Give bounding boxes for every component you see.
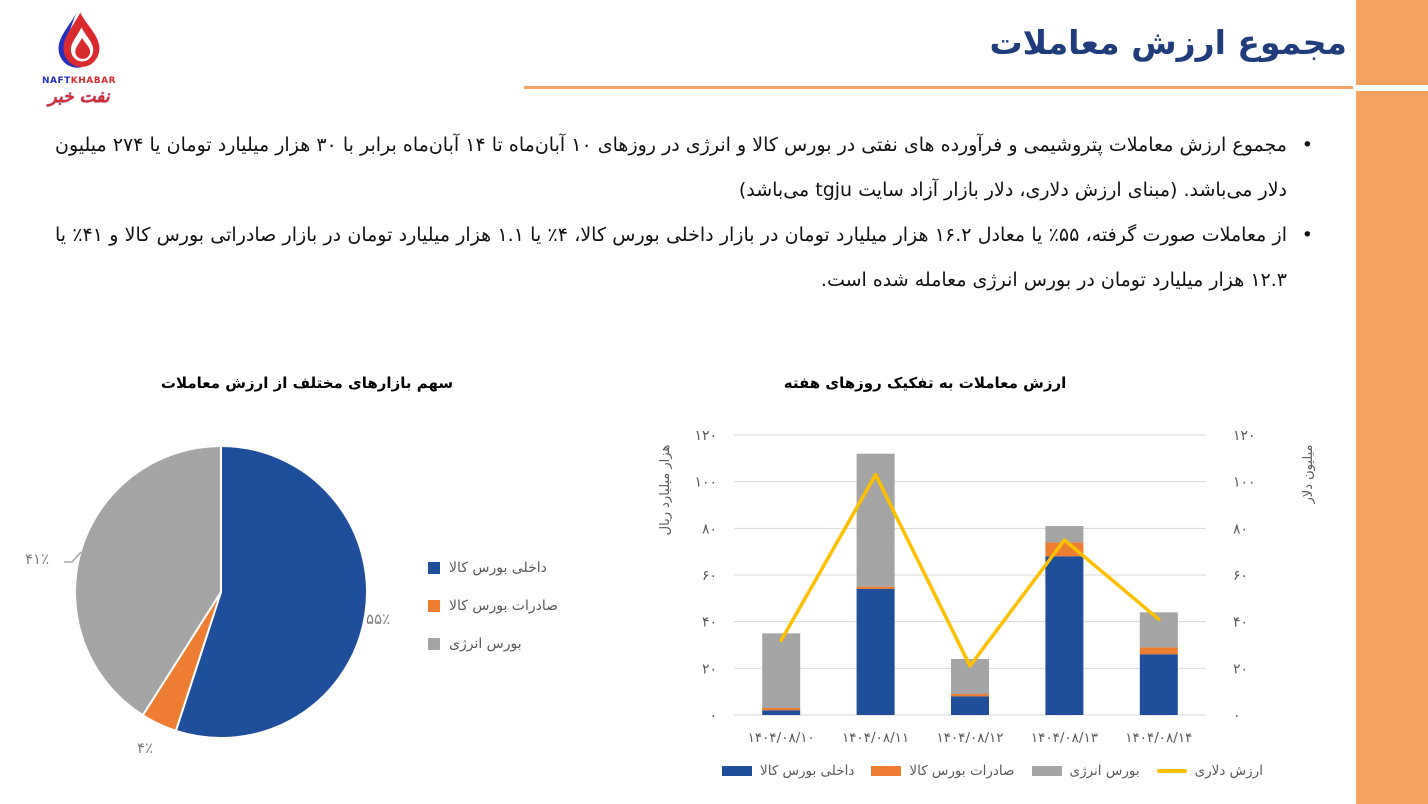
bar-segment-export-commodity-exchange: [1139, 647, 1178, 655]
y-tick-right: ۱۲۰: [1233, 428, 1256, 444]
y-tick-left: ۴۰: [702, 615, 717, 631]
pie-legend-item-energy-exchange: بورس انرژی: [428, 625, 558, 663]
legend-swatch-icon: [428, 562, 440, 574]
pie-legend-item-domestic-commodity-exchange: داخلی بورس کالا: [428, 549, 558, 587]
flame-icon: [58, 12, 100, 68]
x-axis-label: ۱۴۰۴/۰۸/۱۰: [748, 730, 815, 746]
legend-label: بورس انرژی: [449, 636, 522, 652]
y-tick-left: ۶۰: [702, 568, 717, 584]
x-axis-label: ۱۴۰۴/۰۸/۱۱: [842, 730, 909, 746]
naftkhabar-logo: NAFTKHABAR نفت خبر: [24, 10, 134, 108]
pie-label-export: ۴٪: [137, 739, 154, 757]
bar-segment-energy-exchange: [1045, 526, 1084, 543]
bar-segment-domestic-commodity-exchange: [856, 589, 895, 715]
legend-swatch-icon: [428, 638, 440, 650]
bar-legend-item-energy-exchange: بورس انرژی: [1031, 763, 1140, 779]
y-tick-left: ۰: [709, 708, 717, 724]
bar-chart-legend: داخلی بورس کالا صادرات بورس کالا بورس انرژ…: [722, 763, 1263, 779]
logo-wordmark: NAFTKHABAR: [41, 76, 117, 86]
bar-legend-item-export-commodity-exchange: صادرات بورس کالا: [871, 763, 1015, 779]
pie-label-leader-line: [64, 551, 82, 563]
y-tick-left: ۱۰۰: [694, 475, 717, 491]
x-axis-label: ۱۴۰۴/۰۸/۱۳: [1031, 730, 1098, 746]
bar-chart: ۰ ۰ ۲۰ ۲۰ ۴۰ ۴۰ ۶۰ ۶۰ ۸۰ ۸۰ ۱۰۰ ۱۰۰ ۱۲۰ ۱۲۰ ۱۴۰۴/۰۸/۱…: [658, 428, 1316, 746]
bar-legend-item-domestic-commodity-exchange: داخلی بورس کالا: [722, 763, 854, 779]
bullet-item: مجموع ارزش معاملات پتروشیمی و فرآورده ها…: [55, 123, 1313, 213]
legend-label: بورس انرژی: [1069, 763, 1140, 779]
y-right-axis-title: میلیون دلار: [1301, 445, 1316, 505]
y-tick-right: ۱۰۰: [1233, 475, 1256, 491]
y-tick-right: ۰: [1233, 708, 1241, 724]
bar-segment-export-commodity-exchange: [856, 586, 895, 589]
pie-chart: [64, 445, 368, 739]
line-dollar-value: [779, 472, 1161, 668]
bullet-list: مجموع ارزش معاملات پتروشیمی و فرآورده ها…: [55, 123, 1313, 303]
title-underline: [524, 86, 1353, 89]
legend-swatch-icon: [428, 600, 440, 612]
legend-label: داخلی بورس کالا: [449, 560, 547, 576]
x-axis-label: ۱۴۰۴/۰۸/۱۲: [936, 730, 1003, 746]
page-title: مجموع ارزش معاملات: [989, 23, 1348, 62]
bar-chart-title: ارزش معاملات به تفکیک روزهای هفته: [783, 374, 1067, 392]
bar-segment-export-commodity-exchange: [951, 694, 989, 697]
pie-legend: داخلی بورس کالا صادرات بورس کالا بورس انرژ…: [428, 549, 558, 663]
bar-segment-domestic-commodity-exchange: [1045, 556, 1084, 715]
bar-segment-domestic-commodity-exchange: [762, 710, 801, 715]
y-tick-right: ۶۰: [1233, 568, 1248, 584]
x-axis-label: ۱۴۰۴/۰۸/۱۴: [1125, 730, 1192, 746]
y-left-axis-title: هزار میلیارد ریال: [658, 445, 673, 536]
pie-legend-item-export-commodity-exchange: صادرات بورس کالا: [428, 587, 558, 625]
y-tick-left: ۸۰: [702, 521, 717, 537]
legend-label: ارزش دلاری: [1194, 763, 1263, 779]
legend-label: صادرات بورس کالا: [909, 763, 1015, 779]
legend-label: صادرات بورس کالا: [449, 598, 559, 614]
right-accent-bar-top: [1356, 0, 1428, 85]
legend-label: داخلی بورس کالا: [760, 763, 855, 779]
pie-chart-title: سهم بازارهای مختلف از ارزش معاملات: [160, 374, 454, 392]
right-accent-bar-bottom: [1356, 91, 1428, 804]
pie-label-domestic: ۵۵٪: [366, 610, 391, 628]
y-tick-right: ۲۰: [1233, 661, 1248, 677]
bar-segment-energy-exchange: [762, 633, 801, 708]
pie-slice-domestic-commodity-exchange: [174, 445, 368, 739]
pie-label-energy: ۴۱٪: [25, 550, 50, 568]
y-tick-right: ۴۰: [1233, 615, 1248, 631]
bullet-item: از معاملات صورت گرفته، ۵۵٪ یا معادل ۱۶.۲…: [55, 213, 1313, 303]
bar-segment-domestic-commodity-exchange: [1139, 654, 1178, 715]
legend-swatch-icon: [1031, 766, 1062, 776]
y-tick-left: ۱۲۰: [694, 428, 717, 444]
bar-segment-domestic-commodity-exchange: [951, 696, 989, 715]
legend-swatch-icon: [722, 766, 752, 776]
bar-legend-item-dollar-value: ارزش دلاری: [1156, 763, 1263, 779]
y-tick-right: ۸۰: [1233, 521, 1248, 537]
legend-swatch-icon: [871, 766, 902, 776]
pie-slice-energy-exchange: [74, 445, 222, 717]
logo-farsi-wordmark: نفت خبر: [48, 87, 110, 107]
bar-segment-export-commodity-exchange: [762, 708, 801, 711]
legend-swatch-icon: [1156, 769, 1187, 773]
y-tick-left: ۲۰: [702, 661, 717, 677]
